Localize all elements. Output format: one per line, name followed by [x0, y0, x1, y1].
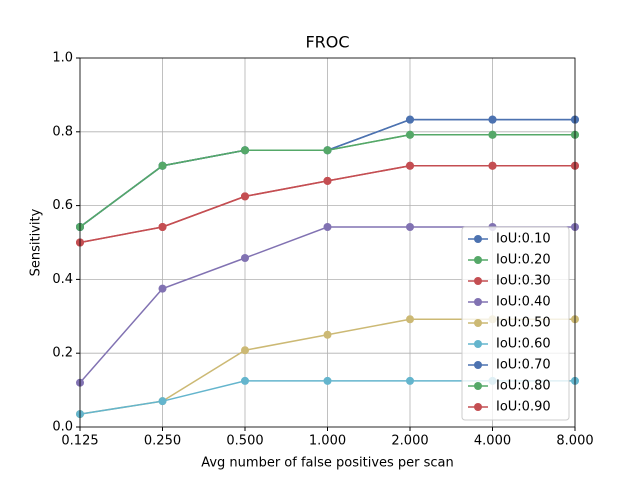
legend-marker: [474, 298, 482, 306]
x-tick-label: 2.000: [391, 434, 428, 449]
y-tick-label: 0.4: [52, 272, 73, 287]
legend-marker: [474, 277, 482, 285]
legend-marker: [474, 235, 482, 243]
x-tick-label: 0.250: [144, 434, 181, 449]
legend-marker: [474, 403, 482, 411]
data-point: [323, 330, 332, 339]
chart-title: FROC: [305, 33, 349, 52]
data-point: [406, 223, 414, 232]
legend-label: IoU:0.10: [496, 232, 551, 247]
y-tick-label: 0.0: [52, 420, 73, 435]
legend-marker: [474, 382, 482, 390]
legend-marker: [474, 256, 482, 264]
legend-label: IoU:0.30: [496, 274, 551, 289]
legend-label: IoU:0.70: [496, 358, 551, 373]
data-point: [323, 376, 332, 385]
series: [76, 130, 579, 232]
legend-label: IoU:0.90: [496, 400, 551, 415]
x-tick-label: 1.000: [309, 434, 346, 449]
data-point: [488, 161, 497, 170]
data-point: [406, 130, 414, 139]
x-tick-label: 8.000: [556, 434, 593, 449]
data-point: [241, 253, 249, 262]
y-tick-label: 0.8: [52, 124, 73, 139]
data-point: [488, 115, 497, 124]
data-point: [158, 223, 167, 232]
x-axis-label: Avg number of false positives per scan: [201, 456, 454, 471]
legend-label: IoU:0.80: [496, 379, 551, 394]
legend-label: IoU:0.40: [496, 295, 551, 310]
legend-box: [461, 226, 570, 421]
data-point: [158, 161, 167, 170]
data-point: [406, 376, 414, 385]
plot-frame: [79, 57, 576, 428]
data-point: [488, 130, 497, 139]
data-point: [406, 315, 414, 324]
y-tick-label: 1.0: [52, 51, 73, 66]
data-point: [241, 192, 249, 201]
legend-marker: [474, 361, 482, 369]
data-point: [323, 176, 332, 185]
data-point: [323, 146, 332, 155]
legend: IoU:0.10 IoU:0.20 IoU:0.30 IoU:0.40 IoU:0.50…: [461, 226, 570, 421]
data-point: [241, 146, 249, 155]
y-tick-label: 0.2: [52, 346, 73, 361]
data-point: [241, 346, 249, 355]
x-tick-label: 0.125: [61, 434, 98, 449]
x-tick-label: 4.000: [474, 434, 511, 449]
data-point: [406, 115, 414, 124]
x-tick-label: 0.500: [226, 434, 263, 449]
legend-marker: [474, 319, 482, 327]
legend-marker: [474, 340, 482, 348]
data-point: [241, 376, 249, 385]
data-point: [158, 397, 167, 406]
legend-label: IoU:0.20: [496, 253, 551, 268]
y-tick-label: 0.6: [52, 198, 73, 213]
legend-label: IoU:0.60: [496, 337, 551, 352]
legend-label: IoU:0.50: [496, 316, 551, 331]
data-point: [323, 223, 332, 232]
data-point: [406, 161, 414, 170]
y-axis-label: Sensitivity: [29, 208, 44, 276]
data-point: [158, 284, 167, 293]
